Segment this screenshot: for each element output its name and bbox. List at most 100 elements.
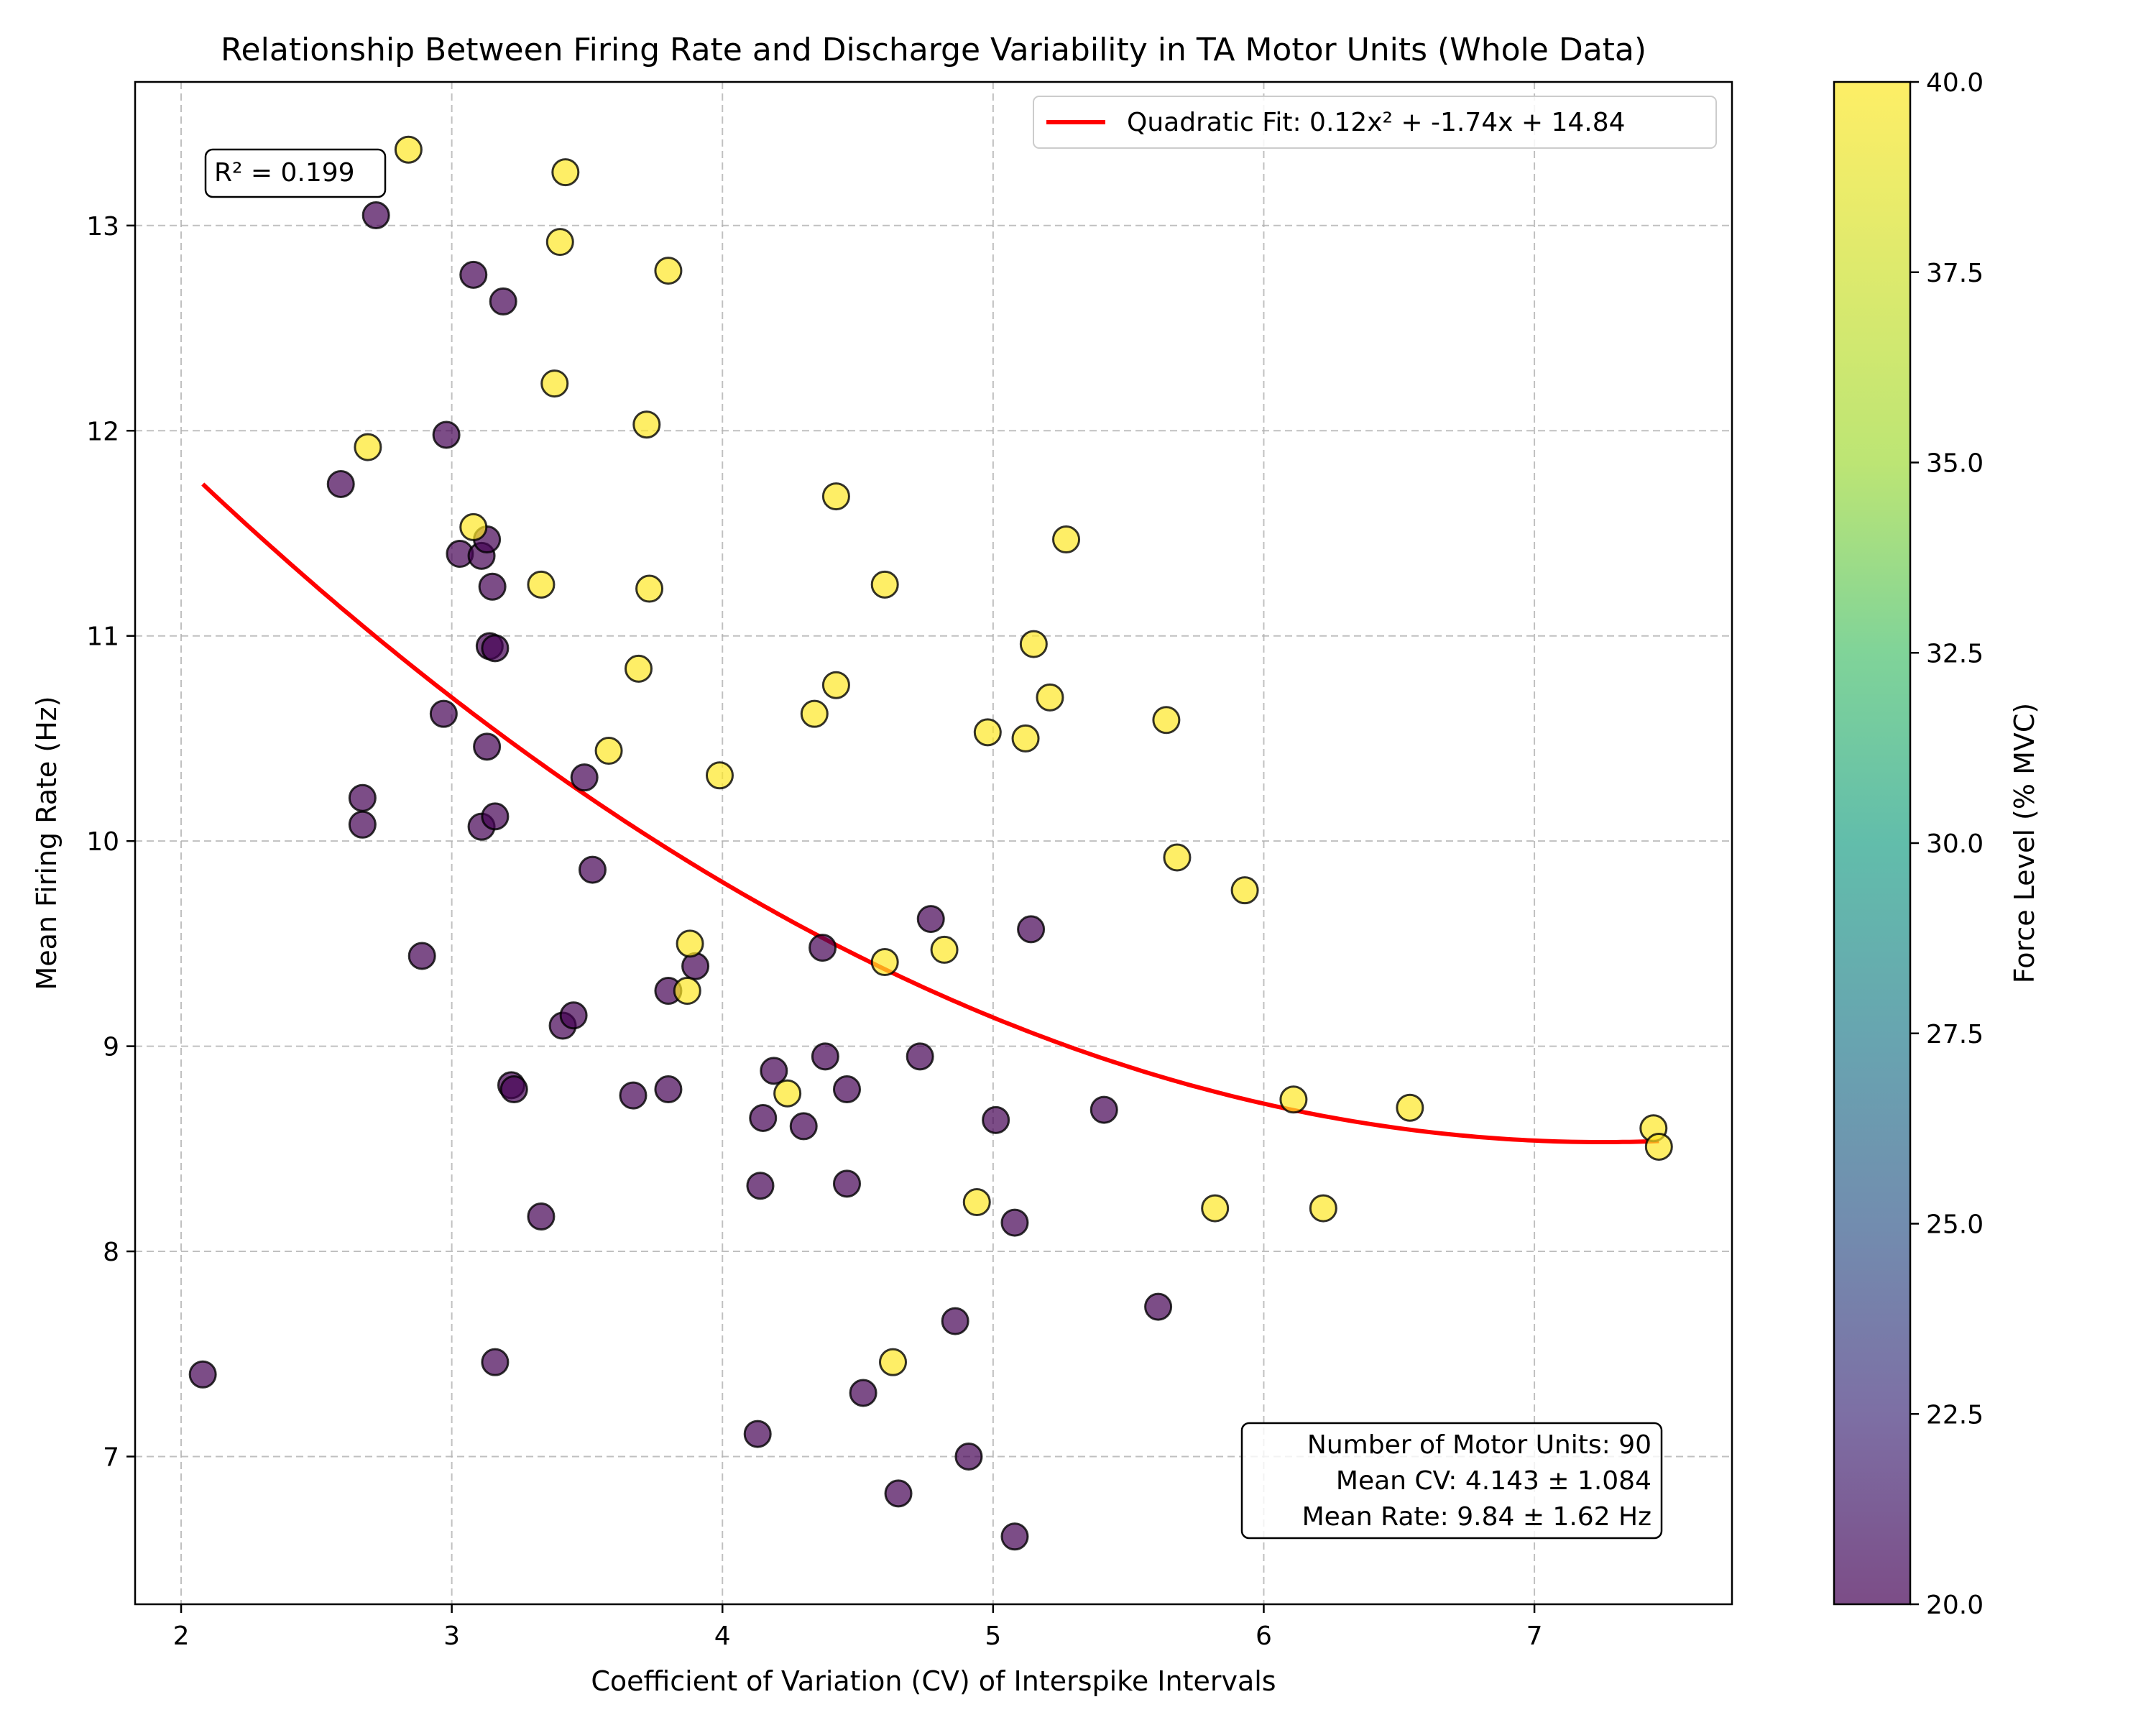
data-point [432, 420, 461, 449]
data-point [821, 671, 850, 699]
legend-label: Quadratic Fit: 0.12x² + -1.74x + 14.84 [1127, 108, 1626, 137]
legend: Quadratic Fit: 0.12x² + -1.74x + 14.84 [1033, 96, 1717, 149]
colorbar-tick-label: 40.0 [1926, 68, 1984, 98]
colorbar-tick-label: 37.5 [1926, 259, 1984, 288]
stats-line-rate: Mean Rate: 9.84 ± 1.62 Hz [1302, 1502, 1651, 1532]
data-point [1163, 843, 1192, 872]
data-point [1089, 1095, 1118, 1124]
y-tick-label: 13 [86, 212, 119, 242]
colorbar-tick-label: 27.5 [1926, 1020, 1984, 1049]
data-point [954, 1442, 983, 1471]
data-point [1000, 1522, 1029, 1551]
data-point [1309, 1194, 1337, 1223]
colorbar-tick-label: 32.5 [1926, 639, 1984, 668]
fit-curve [201, 482, 1659, 1144]
data-point [188, 1360, 217, 1389]
data-point [481, 634, 510, 663]
stats-line-cv: Mean CV: 4.143 ± 1.084 [1336, 1466, 1651, 1496]
data-point [632, 410, 661, 439]
data-point [540, 369, 569, 398]
data-point [1279, 1085, 1308, 1114]
data-point [1230, 876, 1259, 905]
plot-frame [134, 80, 1733, 1606]
r2-annotation: R² = 0.199 [204, 148, 387, 198]
x-tick-label: 7 [1526, 1622, 1543, 1651]
data-point [1011, 724, 1040, 753]
data-point [673, 977, 701, 1006]
chart-title: Relationship Between Firing Rate and Dis… [221, 32, 1646, 68]
data-point [429, 699, 458, 728]
data-point [551, 158, 580, 187]
y-axis-label: Mean Firing Rate (Hz) [31, 696, 63, 990]
data-point [394, 135, 423, 164]
data-point [481, 802, 510, 831]
x-tick-label: 4 [714, 1622, 731, 1651]
data-point [973, 718, 1002, 747]
data-point [348, 810, 377, 839]
y-tick-label: 12 [86, 417, 119, 446]
r2-box [204, 148, 387, 198]
x-tick-label: 5 [985, 1622, 1001, 1651]
data-point [884, 1479, 913, 1508]
r2-label: R² = 0.199 [214, 158, 355, 188]
data-point [594, 737, 623, 765]
data-point [459, 260, 488, 289]
data-point [624, 654, 653, 683]
colorbar-ticks: 20.0 22.5 25.0 27.5 30.0 32.5 35.0 37.5 40.0 [1910, 68, 1984, 1620]
colorbar-tick-label: 35.0 [1926, 449, 1984, 479]
data-point [559, 1001, 588, 1030]
data-point [808, 934, 837, 962]
y-tick-label: 8 [103, 1238, 119, 1267]
colorbar-label: Force Level (% MVC) [2009, 703, 2040, 983]
y-tick-label: 11 [86, 622, 119, 652]
data-point [789, 1112, 818, 1141]
data-point [619, 1081, 648, 1110]
data-point [499, 1075, 528, 1104]
colorbar-tick-label: 22.5 [1926, 1400, 1984, 1430]
data-point [348, 783, 377, 812]
y-tick-label: 7 [103, 1443, 119, 1472]
data-point [982, 1105, 1010, 1134]
data-point [870, 948, 899, 977]
data-point [1000, 1208, 1029, 1237]
data-point [527, 570, 556, 599]
legend-box [1033, 96, 1717, 149]
data-point [570, 763, 599, 792]
data-point [811, 1042, 839, 1071]
grid-lines [135, 82, 1732, 1604]
y-axis: 7 8 9 10 11 12 13 [86, 212, 135, 1472]
x-axis-label: Coefficient of Variation (CV) of Intersp… [591, 1665, 1276, 1697]
data-point [743, 1420, 772, 1448]
data-point [654, 257, 683, 285]
data-point [545, 228, 574, 257]
colorbar-gradient [1833, 80, 1912, 1606]
data-point [821, 482, 850, 511]
data-point [760, 1057, 788, 1085]
data-point [1019, 630, 1048, 658]
colorbar-tick-label: 25.0 [1926, 1210, 1984, 1240]
x-tick-label: 3 [443, 1622, 460, 1651]
data-point [654, 1075, 683, 1104]
data-point [906, 1042, 934, 1071]
x-axis: 2 3 4 5 6 7 [173, 1604, 1543, 1651]
data-point [749, 1103, 778, 1132]
data-point [1017, 915, 1046, 944]
colorbar: 20.0 22.5 25.0 27.5 30.0 32.5 35.0 37.5 40.0 For… [1833, 68, 2040, 1620]
data-point [1144, 1292, 1173, 1321]
data-point [849, 1379, 877, 1407]
data-point [1052, 525, 1081, 554]
data-point [527, 1202, 556, 1231]
stats-line-units: Number of Motor Units: 90 [1307, 1430, 1651, 1460]
stats-annotation: Number of Motor Units: 90 Mean CV: 4.143… [1240, 1422, 1663, 1540]
data-point [870, 570, 899, 599]
y-tick-label: 10 [86, 827, 119, 857]
data-point [1152, 706, 1181, 735]
data-point [473, 732, 502, 761]
data-point [1396, 1093, 1424, 1122]
data-point [407, 942, 436, 970]
data-point [916, 905, 945, 934]
data-point [1201, 1194, 1230, 1223]
data-point [800, 699, 829, 728]
data-point [930, 935, 959, 964]
data-point [832, 1169, 861, 1198]
